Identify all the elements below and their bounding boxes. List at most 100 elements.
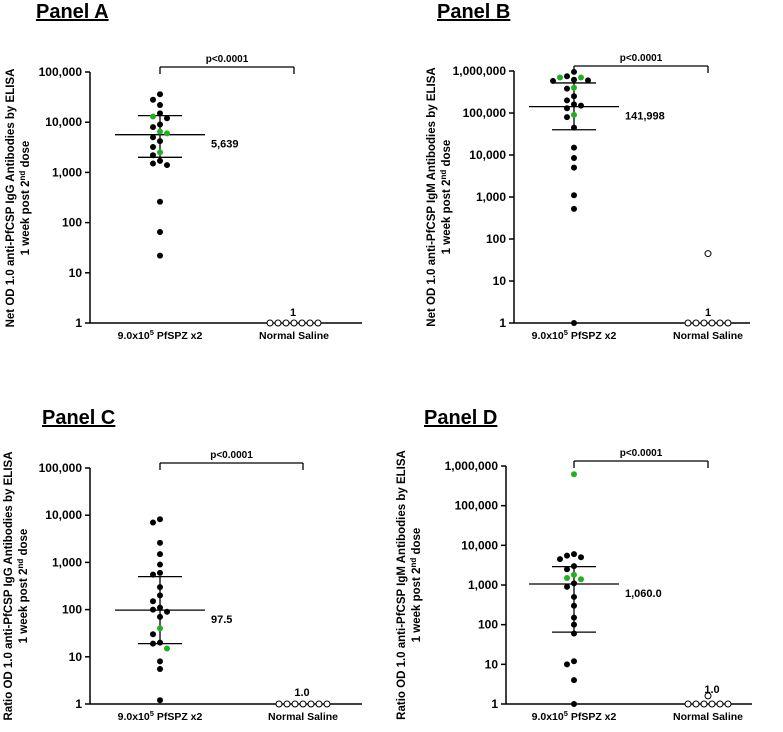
data-point-pfspz bbox=[564, 105, 570, 112]
data-point-saline bbox=[716, 700, 724, 708]
data-point-pfspz bbox=[571, 593, 577, 600]
data-point-pfspz bbox=[157, 561, 163, 568]
data-point-pfspz bbox=[585, 77, 591, 84]
data-point-pfspz bbox=[157, 584, 163, 591]
data-point-pfspz bbox=[157, 128, 163, 135]
y-tick-label: 1,000 bbox=[52, 165, 82, 179]
data-point-pfspz bbox=[571, 630, 577, 637]
y-tick-label: 100 bbox=[62, 216, 82, 230]
data-point-pfspz bbox=[571, 551, 577, 558]
panel-b-plot: 1 10 100 1,000 10,000 100,000 1,000,000 Net OD … bbox=[426, 53, 750, 342]
data-point-pfspz bbox=[157, 697, 163, 704]
y-tick-label: 10 bbox=[69, 266, 83, 280]
data-point-pfspz bbox=[550, 77, 556, 84]
y-axis-label: Net OD 1.0 anti-PfCSP IgG Antibodies by … bbox=[5, 69, 32, 328]
panel-c-plot: 1 10 100 1,000 10,000 100,000 Ratio OD 1.0 ant… bbox=[3, 450, 362, 723]
data-point-saline bbox=[298, 319, 306, 327]
y-tick-label: 1 bbox=[499, 316, 506, 330]
y-tick-label: 100,000 bbox=[39, 461, 83, 475]
x-category-label-pfspz: 9.0x105 PfSPZ x2 bbox=[532, 328, 617, 343]
data-point-pfspz bbox=[571, 101, 577, 108]
panel-a-title: Panel A bbox=[36, 1, 109, 23]
saline-median-label: 1 bbox=[290, 307, 296, 319]
y-tick-label: 10 bbox=[493, 274, 507, 288]
panel-a-plot: 1 10 100 1,000 10,000 100,000 Net OD 1.0 anti-… bbox=[5, 54, 362, 342]
data-point-saline bbox=[315, 700, 323, 708]
y-axis-label-line2-base: 1 week post 2 bbox=[411, 568, 423, 643]
panel-d-plot: 1 10 100 1,000 10,000 100,000 1,000,000 Ratio O… bbox=[396, 448, 752, 723]
y-axis-label-line2-tail: dose bbox=[411, 528, 423, 558]
data-point-pfspz bbox=[571, 602, 577, 609]
saline-median-label: 1.0 bbox=[704, 684, 719, 696]
y-tick-label: 10 bbox=[69, 650, 83, 664]
y-axis-label-line2-tail: dose bbox=[20, 141, 32, 171]
x-category-label-saline: Normal Saline bbox=[673, 711, 743, 723]
y-tick-label: 100 bbox=[486, 232, 506, 246]
data-point-pfspz bbox=[571, 111, 577, 118]
y-tick-label: 1,000,000 bbox=[453, 64, 507, 78]
x-category-label-saline: Normal Saline bbox=[268, 711, 338, 723]
data-point-pfspz bbox=[157, 516, 163, 523]
y-axis-label-line2-base: 1 week post 2 bbox=[18, 569, 30, 644]
data-point-pfspz bbox=[571, 320, 577, 326]
data-point-saline bbox=[290, 319, 298, 327]
saline-median-label: 1 bbox=[705, 307, 711, 319]
data-point-pfspz bbox=[571, 580, 577, 587]
x-category-label-pfspz: 9.0x105 PfSPZ x2 bbox=[532, 709, 617, 724]
data-point-pfspz bbox=[150, 134, 156, 141]
data-point-saline bbox=[708, 700, 716, 708]
y-axis-label-line2: 1 week post 2nd dose bbox=[409, 528, 424, 643]
data-point-pfspz bbox=[578, 554, 584, 561]
data-point-pfspz bbox=[157, 613, 163, 620]
p-value-label: p<0.0001 bbox=[620, 448, 663, 459]
data-point-pfspz bbox=[571, 471, 577, 478]
data-point-pfspz bbox=[571, 677, 577, 684]
data-point-pfspz bbox=[571, 154, 577, 161]
y-axis-label-line2-sup: nd bbox=[18, 171, 27, 181]
y-axis-label: Ratio OD 1.0 anti-PfCSP IgM Antibodies b… bbox=[396, 450, 423, 720]
data-point-pfspz bbox=[157, 592, 163, 599]
data-point-pfspz bbox=[557, 74, 563, 81]
data-point-saline bbox=[307, 700, 315, 708]
saline-median-label: 1.0 bbox=[294, 687, 309, 699]
x-category-label-pfspz: 9.0x105 PfSPZ x2 bbox=[118, 709, 203, 724]
y-axis-label-line2-sup: nd bbox=[16, 559, 25, 569]
data-point-pfspz bbox=[571, 205, 577, 212]
data-point-saline bbox=[275, 700, 283, 708]
panel-c-title: Panel C bbox=[42, 407, 115, 429]
y-tick-label: 100 bbox=[478, 618, 498, 632]
data-point-pfspz bbox=[571, 164, 577, 171]
y-axis-label-line2-sup: nd bbox=[409, 558, 418, 568]
data-point-pfspz bbox=[564, 583, 570, 590]
data-point-pfspz bbox=[150, 631, 156, 638]
x-category-label-pfspz: 9.0x105 PfSPZ x2 bbox=[118, 328, 203, 343]
data-point-pfspz bbox=[157, 110, 163, 117]
y-axis-label-line2: 1 week post 2nd dose bbox=[18, 141, 33, 256]
x-category-label-prefix: 9.0x10 bbox=[532, 330, 564, 342]
y-tick-label: 1,000,000 bbox=[445, 459, 499, 473]
p-value-label: p<0.0001 bbox=[620, 53, 663, 64]
x-category-label-prefix: 9.0x10 bbox=[118, 711, 150, 723]
data-point-pfspz bbox=[564, 566, 570, 573]
y-tick-label: 1,000 bbox=[52, 555, 82, 569]
y-tick-label: 10,000 bbox=[469, 148, 506, 162]
x-category-label-exp: 5 bbox=[150, 328, 154, 337]
data-point-pfspz bbox=[164, 130, 170, 137]
y-tick-label: 100 bbox=[62, 603, 82, 617]
data-point-saline bbox=[700, 319, 708, 327]
y-axis-label: Net OD 1.0 anti-PfCSP IgM Antibodies by … bbox=[426, 67, 453, 326]
x-category-label-saline: Normal Saline bbox=[259, 330, 329, 342]
panel-c: Panel C 1 10 100 1,000 10,000 100,000 Ratio OD… bbox=[3, 407, 362, 723]
data-point-saline bbox=[704, 692, 712, 700]
y-axis-label-line2-base: 1 week post 2 bbox=[20, 181, 32, 256]
data-point-pfspz bbox=[157, 639, 163, 646]
y-tick-label: 100,000 bbox=[39, 65, 83, 79]
data-point-pfspz bbox=[157, 625, 163, 632]
panel-a: Panel A 1 10 100 1,000 10,000 100,000 Net OD 1… bbox=[5, 1, 362, 342]
data-point-saline bbox=[724, 319, 732, 327]
data-point-pfspz bbox=[157, 102, 163, 109]
data-point-saline bbox=[716, 319, 724, 327]
y-axis-label-line2-base: 1 week post 2 bbox=[441, 180, 453, 255]
data-point-pfspz bbox=[578, 576, 584, 583]
y-tick-label: 100,000 bbox=[463, 106, 507, 120]
